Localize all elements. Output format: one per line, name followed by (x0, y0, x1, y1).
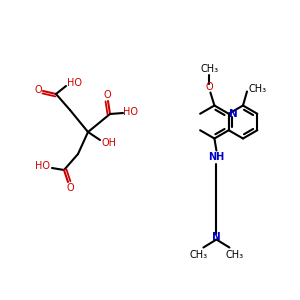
Text: HO: HO (124, 107, 139, 117)
Text: HO: HO (68, 78, 82, 88)
Text: O: O (66, 183, 74, 193)
Text: N: N (212, 232, 221, 242)
Text: NH: NH (208, 152, 224, 163)
Text: O: O (103, 90, 111, 100)
Text: O: O (206, 82, 213, 92)
Text: O: O (34, 85, 42, 95)
Text: OH: OH (101, 138, 116, 148)
Text: N: N (229, 109, 238, 119)
Text: CH₃: CH₃ (200, 64, 218, 74)
Text: CH₃: CH₃ (225, 250, 244, 260)
Text: CH₃: CH₃ (249, 83, 267, 94)
Text: CH₃: CH₃ (189, 250, 208, 260)
Text: HO: HO (35, 161, 50, 171)
